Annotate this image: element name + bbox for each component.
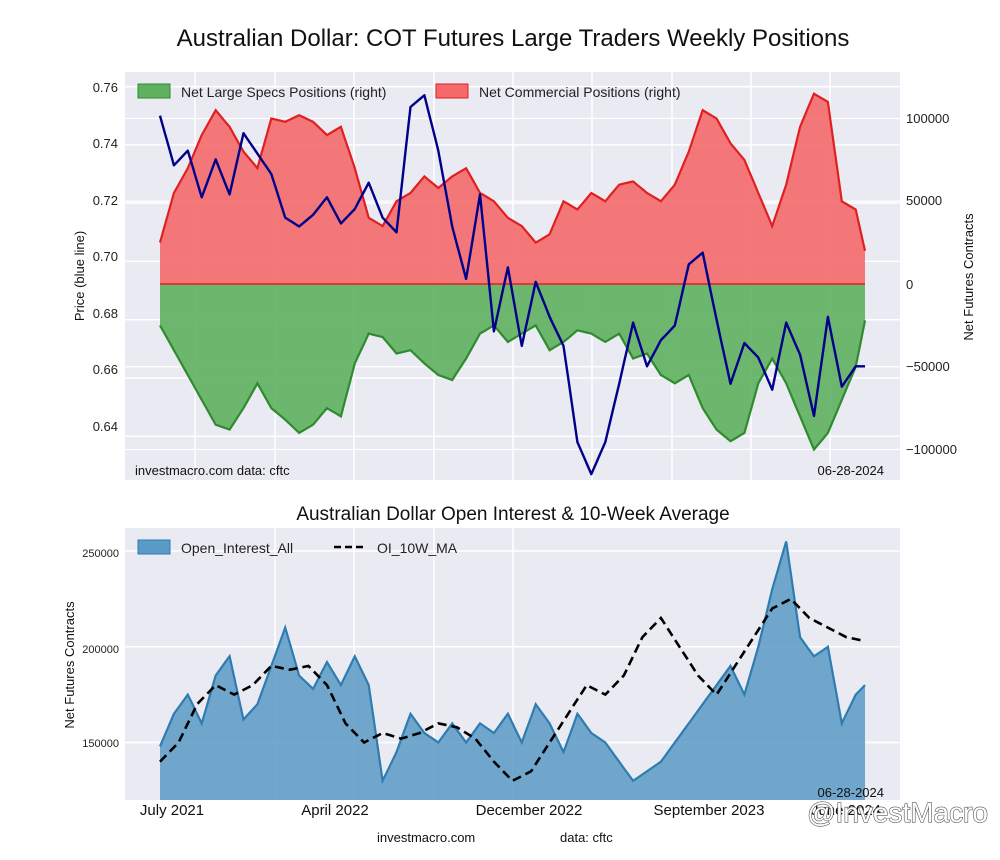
price-line-group — [158, 94, 865, 476]
top-credit-left: investmacro.com data: cftc — [135, 463, 290, 478]
left-axis-label: Price (blue line) — [72, 231, 87, 321]
left-tick-label: 0.74 — [93, 136, 118, 151]
left-tick-label: 0.68 — [93, 306, 118, 321]
left-tick-label: 0.76 — [93, 80, 118, 95]
top-chart-title: Australian Dollar: COT Futures Large Tra… — [177, 25, 850, 52]
legend-swatch-specs — [137, 83, 171, 99]
legend-label-ma: OI_10W_MA — [377, 540, 458, 556]
legend-label-specs: Net Large Specs Positions (right) — [181, 84, 386, 100]
open-interest-line — [158, 541, 866, 785]
legend-label-commercial: Net Commercial Positions (right) — [479, 84, 681, 100]
x-tick-label: December 2022 — [476, 802, 583, 819]
position-areas — [158, 92, 867, 452]
bottom-legend: Open_Interest_All OI_10W_MA — [137, 539, 458, 556]
right-tick-label: −50000 — [906, 359, 950, 374]
left-tick-label: 0.66 — [93, 362, 118, 377]
open-interest-area — [160, 541, 865, 800]
right-tick-label: 0 — [906, 277, 913, 292]
oi-10w-ma-line — [159, 597, 866, 783]
right-axis-label: Net Futures Contracts — [961, 213, 976, 341]
x-tick-label: April 2022 — [301, 802, 369, 819]
bottom-left-axis: 250000 200000 150000 Net Futures Contrac… — [62, 548, 119, 750]
legend-swatch-oi — [137, 539, 171, 555]
x-axis: July 2021 April 2022 December 2022 Septe… — [140, 802, 881, 819]
top-credit-date: 06-28-2024 — [818, 463, 885, 478]
bottom-tick-label: 200000 — [82, 644, 119, 656]
commercial-positions-area — [160, 93, 865, 284]
left-tick-label: 0.70 — [93, 249, 118, 264]
top-legend: Net Large Specs Positions (right) Net Co… — [137, 83, 681, 100]
top-right-axis: 100000 50000 0 −50000 −100000 Net Future… — [906, 111, 976, 457]
right-tick-label: 50000 — [906, 193, 942, 208]
x-tick-label: June 2024 — [811, 802, 881, 819]
right-tick-label: −100000 — [906, 442, 957, 457]
x-tick-label: July 2021 — [140, 802, 204, 819]
bottom-credit-date: 06-28-2024 — [818, 785, 885, 800]
watermark: @InvestMacro — [807, 797, 988, 828]
legend-swatch-commercial — [435, 83, 469, 99]
x-tick-label: September 2023 — [654, 802, 765, 819]
footer-data: data: cftc — [560, 830, 613, 845]
bottom-tick-label: 150000 — [82, 738, 119, 750]
commercial-positions-line — [158, 92, 867, 252]
specs-positions-line — [159, 320, 867, 452]
legend-label-oi: Open_Interest_All — [181, 540, 293, 556]
specs-positions-area — [160, 284, 865, 450]
bottom-axis-label: Net Futures Contracts — [62, 601, 77, 729]
left-tick-label: 0.72 — [93, 193, 118, 208]
top-left-axis: 0.76 0.74 0.72 0.70 0.68 0.66 0.64 Price… — [72, 80, 118, 434]
left-tick-label: 0.64 — [93, 419, 118, 434]
bottom-chart-title: Australian Dollar Open Interest & 10-Wee… — [296, 504, 729, 525]
price-line — [158, 94, 865, 476]
right-tick-label: 100000 — [906, 111, 949, 126]
open-interest-group — [158, 541, 866, 800]
bottom-tick-label: 250000 — [82, 548, 119, 560]
footer-site: investmacro.com — [377, 830, 475, 845]
